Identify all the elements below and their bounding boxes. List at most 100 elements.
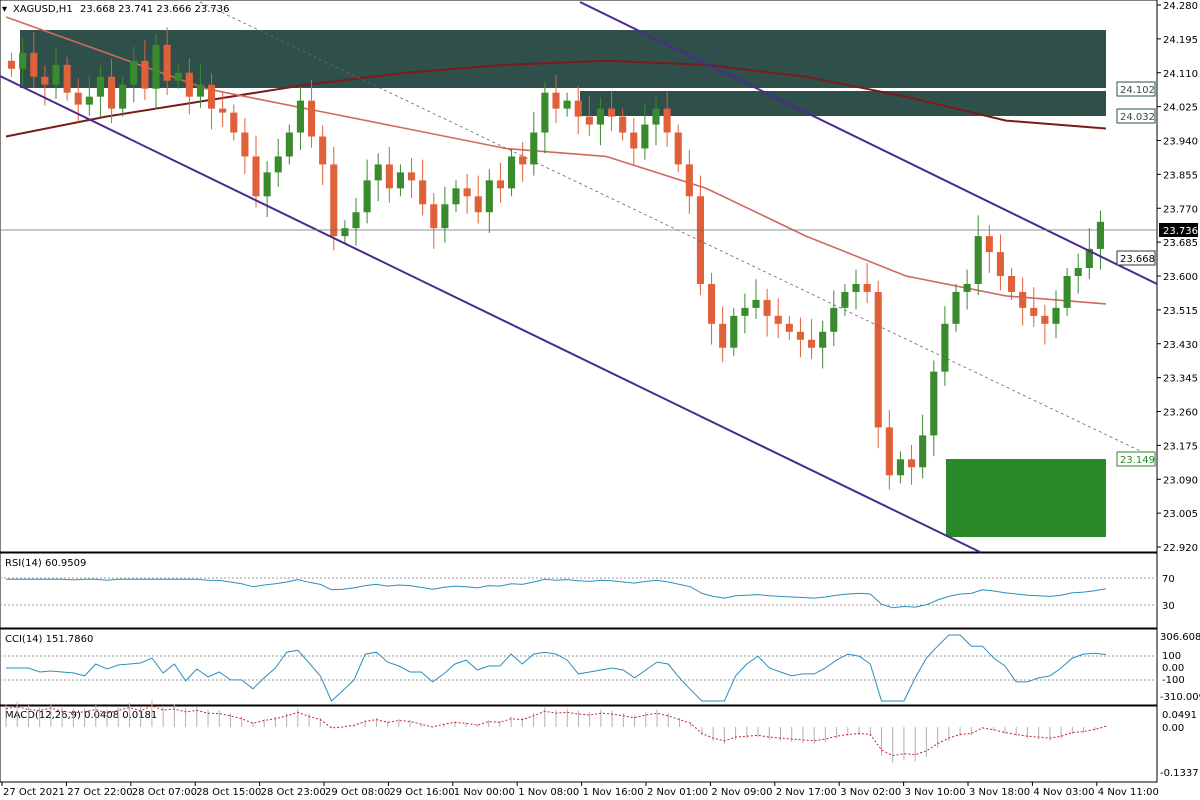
price-tick-label: 23.430 bbox=[1163, 340, 1198, 351]
price-axis: 24.280 24.195 24.110 24.025 23.940 23.855 23.7… bbox=[1157, 1, 1198, 554]
time-tick-label: 28 Oct 23:00 bbox=[261, 787, 326, 798]
candle-body bbox=[674, 132, 682, 165]
price-tick-label: 23.345 bbox=[1163, 374, 1198, 385]
candle-body bbox=[685, 164, 693, 197]
candle-body bbox=[230, 112, 238, 133]
candle-body bbox=[530, 132, 538, 165]
candle-body bbox=[441, 204, 449, 229]
candle-body bbox=[863, 283, 871, 292]
price-tick-label: 22.920 bbox=[1163, 543, 1198, 554]
candle-body bbox=[974, 236, 982, 284]
candle-body bbox=[52, 64, 60, 85]
candle-body bbox=[796, 331, 804, 340]
candle-body bbox=[985, 236, 993, 253]
candle-body bbox=[219, 108, 227, 113]
candle-body bbox=[596, 108, 604, 125]
candle-body bbox=[919, 435, 927, 468]
cci-tick-max: 306.6082 bbox=[1160, 632, 1200, 643]
candle-body bbox=[630, 132, 638, 149]
rsi-line bbox=[6, 578, 1107, 609]
price-tick-label: 23.685 bbox=[1163, 238, 1198, 249]
ohlc-label: 23.668 23.741 23.666 23.736 bbox=[80, 4, 230, 15]
price-tick-label: 23.600 bbox=[1163, 272, 1198, 283]
price-tick-label: 23.940 bbox=[1163, 137, 1198, 148]
candle-body bbox=[30, 52, 38, 77]
time-tick-label: 4 Nov 11:00 bbox=[1098, 787, 1159, 798]
price-labels: 23.736 24.102 24.032 23.668 23.149 bbox=[1116, 81, 1198, 467]
cci-title: CCI(14) 151.7860 bbox=[5, 634, 93, 645]
candle-body bbox=[808, 339, 816, 348]
candle-body bbox=[1096, 221, 1104, 249]
candle-body bbox=[363, 180, 371, 213]
candle-body bbox=[1008, 276, 1016, 292]
candle-body bbox=[74, 92, 82, 105]
time-tick-label: 28 Oct 15:00 bbox=[196, 787, 261, 798]
candle-body bbox=[119, 84, 127, 109]
chart-menu-arrow[interactable]: ▾ bbox=[2, 4, 7, 15]
time-tick-label: 1 Nov 16:00 bbox=[583, 787, 644, 798]
candle-body bbox=[1052, 307, 1060, 324]
candle-body bbox=[608, 108, 616, 117]
price-tick-label: 24.280 bbox=[1163, 1, 1198, 12]
candle-body bbox=[452, 188, 460, 205]
candle-body bbox=[196, 84, 204, 97]
price-tick-label: 24.025 bbox=[1163, 103, 1198, 114]
candle-body bbox=[330, 164, 338, 237]
candle-body bbox=[263, 172, 271, 197]
candle-body bbox=[652, 108, 660, 125]
candle-body bbox=[763, 299, 771, 316]
price-tick-label: 23.175 bbox=[1163, 441, 1198, 452]
rsi-tick-30: 30 bbox=[1162, 601, 1175, 612]
candle-body bbox=[774, 315, 782, 324]
candle-body bbox=[908, 459, 916, 468]
time-tick-label: 1 Nov 00:00 bbox=[454, 787, 515, 798]
time-tick-label: 3 Nov 10:00 bbox=[905, 787, 966, 798]
candle-body bbox=[552, 92, 560, 109]
zone-top-label: 24.102 bbox=[1120, 85, 1155, 96]
candle-body bbox=[141, 60, 149, 89]
cci-tick-m100: -100 bbox=[1162, 675, 1185, 686]
candle-body bbox=[396, 172, 404, 189]
zone-bottom-label: 24.032 bbox=[1120, 112, 1155, 123]
time-tick-label: 2 Nov 09:00 bbox=[711, 787, 772, 798]
candle-body bbox=[785, 323, 793, 332]
candle-body bbox=[474, 196, 482, 213]
time-tick-label: 29 Oct 16:00 bbox=[389, 787, 454, 798]
macd-tick-0: 0.00 bbox=[1162, 723, 1184, 734]
candle-body bbox=[541, 92, 549, 133]
candle-body bbox=[430, 204, 438, 229]
price-tick-label: 24.195 bbox=[1163, 35, 1198, 46]
supply-zone bbox=[20, 30, 1106, 88]
time-tick-label: 29 Oct 08:00 bbox=[325, 787, 390, 798]
time-tick-label: 2 Nov 17:00 bbox=[776, 787, 837, 798]
price-tick-label: 23.090 bbox=[1163, 475, 1198, 486]
time-tick-label: 27 Oct 2021 bbox=[3, 787, 65, 798]
candle-body bbox=[485, 180, 493, 213]
candle-body bbox=[1074, 268, 1082, 276]
candle-body bbox=[252, 156, 260, 197]
candle-body bbox=[952, 291, 960, 324]
candle-body bbox=[174, 72, 182, 81]
candle-body bbox=[419, 180, 427, 205]
candle-body bbox=[63, 64, 71, 93]
price-tick-label: 24.110 bbox=[1163, 69, 1198, 80]
time-tick-label: 2 Nov 01:00 bbox=[647, 787, 708, 798]
rsi-title: RSI(14) 60.9509 bbox=[5, 558, 86, 569]
candle-body bbox=[208, 84, 216, 109]
candle-body bbox=[130, 60, 138, 85]
price-tick-label: 23.260 bbox=[1163, 408, 1198, 419]
time-tick-label: 28 Oct 07:00 bbox=[132, 787, 197, 798]
candle-body bbox=[1019, 291, 1027, 308]
channel-upper-line bbox=[579, 1, 1158, 285]
candle-body bbox=[508, 156, 516, 189]
candle-body bbox=[930, 371, 938, 436]
candle-body bbox=[996, 252, 1004, 276]
candle-body bbox=[285, 132, 293, 157]
candle-body bbox=[619, 116, 627, 133]
price-tick-label: 23.005 bbox=[1163, 509, 1198, 520]
candle-body bbox=[885, 427, 893, 476]
price-tick-label: 23.770 bbox=[1163, 204, 1198, 215]
candle-body bbox=[96, 76, 104, 97]
candle-body bbox=[1085, 248, 1093, 269]
